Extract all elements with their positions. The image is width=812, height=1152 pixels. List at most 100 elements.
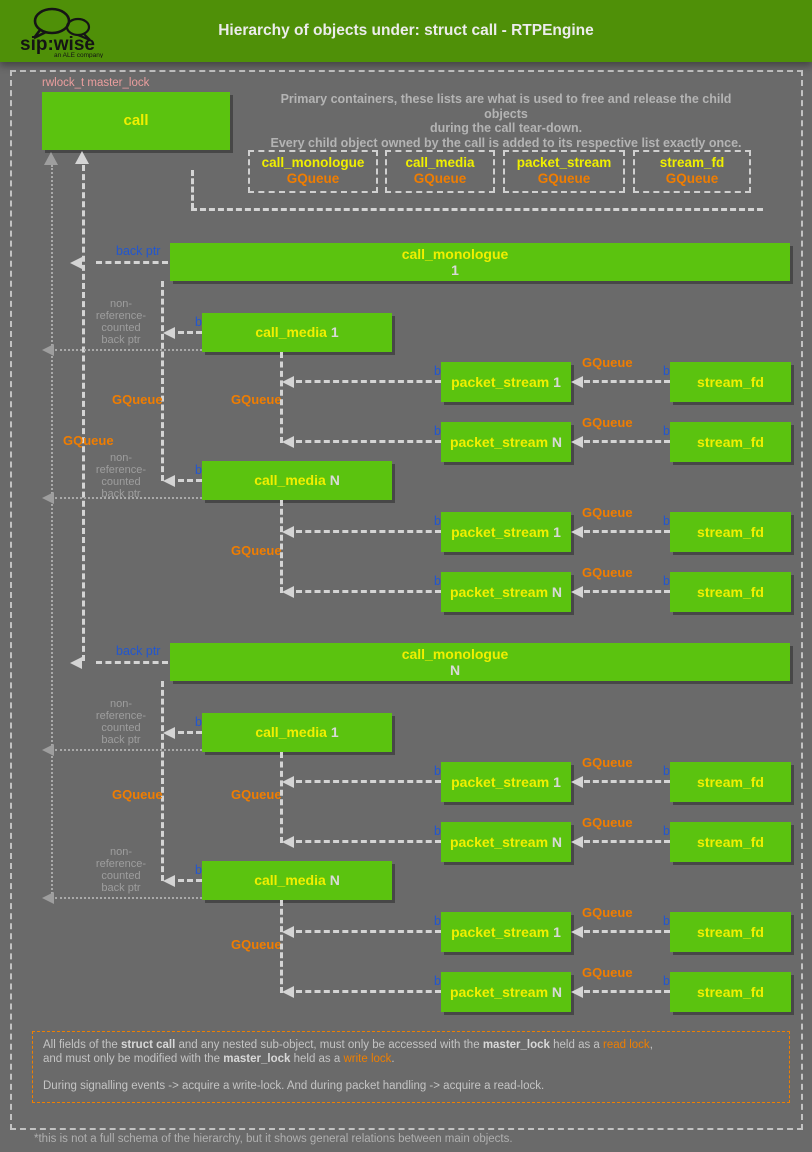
master-lock-label: rwlock_t master_lock — [42, 77, 150, 89]
media-index: 1 — [330, 724, 339, 740]
notes-line-3: During signalling events -> acquire a wr… — [43, 1080, 545, 1092]
stream-queue-line — [280, 500, 283, 593]
stream-fd-line — [584, 590, 670, 593]
packet-stream-box: packet_stream 1 — [441, 762, 571, 802]
backptr-label: back ptr — [116, 644, 161, 658]
packet-stream-backptr-arrowhead — [282, 526, 294, 538]
stream-fd-line — [584, 930, 670, 933]
stream-fd-arrowhead — [571, 376, 583, 388]
packet-stream-backptr-line — [296, 380, 441, 383]
stream-queue-line — [280, 752, 283, 843]
packet-stream-box: packet_stream 1 — [441, 912, 571, 952]
stream-fd-box: stream_fd — [670, 422, 791, 462]
gqueue-label: GQueue — [582, 355, 633, 370]
backptr-label: back ptr — [116, 244, 161, 258]
media-backptr-arrowhead — [163, 727, 175, 739]
media-backptr-arrowhead — [163, 327, 175, 339]
monologue-backptr-arrowhead — [70, 257, 82, 269]
nonref-branch-arrowhead — [42, 344, 54, 356]
gqueue-label: GQueue — [582, 755, 633, 770]
stream-queue-line — [280, 352, 283, 443]
packet-stream-backptr-arrowhead — [282, 926, 294, 938]
stream-fd-line — [584, 380, 670, 383]
legend-queue-type: GQueue — [413, 171, 467, 186]
header-bar: sip:wise an ALE company Hierarchy of obj… — [0, 0, 812, 62]
legend-queue-type: GQueue — [286, 171, 340, 186]
gqueue-label: GQueue — [231, 787, 282, 802]
packet-stream-backptr-line — [296, 530, 441, 533]
nonref-spine-line — [51, 165, 53, 898]
stream-fd-line — [584, 840, 670, 843]
monologue-index: 1 — [451, 262, 459, 278]
nonref-branch-arrowhead — [42, 744, 54, 756]
packet-stream-box: packet_stream 1 — [441, 512, 571, 552]
stream-fd-box: stream_fd — [670, 912, 791, 952]
connector-legend-elbow-h — [191, 208, 763, 211]
legend-queue-name: packet_stream — [516, 155, 612, 170]
media-index: N — [329, 472, 340, 488]
monologue-backptr-arrowhead — [70, 657, 82, 669]
legend-packet-stream-queue: packet_stream GQueue — [503, 150, 625, 193]
nonref-backptr-label: non- reference- counted back ptr — [95, 846, 147, 894]
stream-fd-arrowhead — [571, 836, 583, 848]
gqueue-label: GQueue — [582, 905, 633, 920]
gqueue-label: GQueue — [231, 937, 282, 952]
media-backptr-line — [178, 879, 202, 882]
nonref-branch-arrowhead — [42, 892, 54, 904]
media-index: N — [329, 872, 340, 888]
media-name: call_media — [255, 324, 327, 340]
monologue-queue-line — [82, 165, 85, 661]
call-media-1-box: call_media 1 — [202, 313, 392, 352]
stream-queue-line — [280, 900, 283, 993]
packet-stream-backptr-arrowhead — [282, 436, 294, 448]
intro-line-3: Every child object owned by the call is … — [270, 135, 742, 150]
sipwise-logo: sip:wise an ALE company — [20, 7, 104, 58]
media-name: call_media — [255, 724, 327, 740]
monologue-name: call_monologue — [401, 246, 509, 262]
monologue-queue-arrowhead — [75, 151, 89, 164]
packet-stream-backptr-line — [296, 840, 441, 843]
packet-stream-backptr-line — [296, 780, 441, 783]
media-name: call_media — [254, 472, 326, 488]
stream-fd-arrowhead — [571, 526, 583, 538]
nonref-spine-arrowhead — [44, 152, 58, 165]
packet-stream-backptr-arrowhead — [282, 836, 294, 848]
legend-queue-type: GQueue — [665, 171, 719, 186]
nonref-branch-line — [55, 349, 202, 351]
packet-stream-box: packet_stream 1 — [441, 362, 571, 402]
media-queue-line — [161, 681, 164, 881]
stream-fd-line — [584, 990, 670, 993]
stream-fd-box: stream_fd — [670, 972, 791, 1012]
stream-fd-arrowhead — [571, 586, 583, 598]
call-box: call — [42, 92, 230, 150]
stream-fd-line — [584, 440, 670, 443]
notes-line-1: All fields of the struct call and any ne… — [43, 1039, 653, 1051]
media-backptr-line — [178, 331, 202, 334]
legend-queue-name: call_media — [405, 155, 475, 170]
packet-stream-box: packet_stream N — [441, 822, 571, 862]
media-backptr-arrowhead — [163, 875, 175, 887]
stream-fd-arrowhead — [571, 436, 583, 448]
legend-call-monologue-queue: call_monologue GQueue — [248, 150, 378, 193]
gqueue-label: GQueue — [231, 392, 282, 407]
stream-fd-box: stream_fd — [670, 572, 791, 612]
packet-stream-backptr-arrowhead — [282, 586, 294, 598]
packet-stream-backptr-line — [296, 590, 441, 593]
packet-stream-backptr-line — [296, 440, 441, 443]
stream-fd-box: stream_fd — [670, 512, 791, 552]
locking-notes-box: All fields of the struct call and any ne… — [32, 1031, 790, 1103]
stream-fd-line — [584, 780, 670, 783]
footnote: *this is not a full schema of the hierar… — [34, 1133, 513, 1145]
media-name: call_media — [254, 872, 326, 888]
gqueue-label: GQueue — [112, 392, 163, 407]
legend-queue-type: GQueue — [537, 171, 591, 186]
stream-fd-line — [584, 530, 670, 533]
gqueue-label: GQueue — [231, 543, 282, 558]
call-media-n-box: call_media N — [202, 861, 392, 900]
gqueue-label: GQueue — [63, 433, 114, 448]
nonref-backptr-label: non- reference- counted back ptr — [95, 452, 147, 500]
monologue-backptr-line — [96, 261, 168, 264]
media-backptr-line — [178, 479, 202, 482]
gqueue-label: GQueue — [582, 505, 633, 520]
